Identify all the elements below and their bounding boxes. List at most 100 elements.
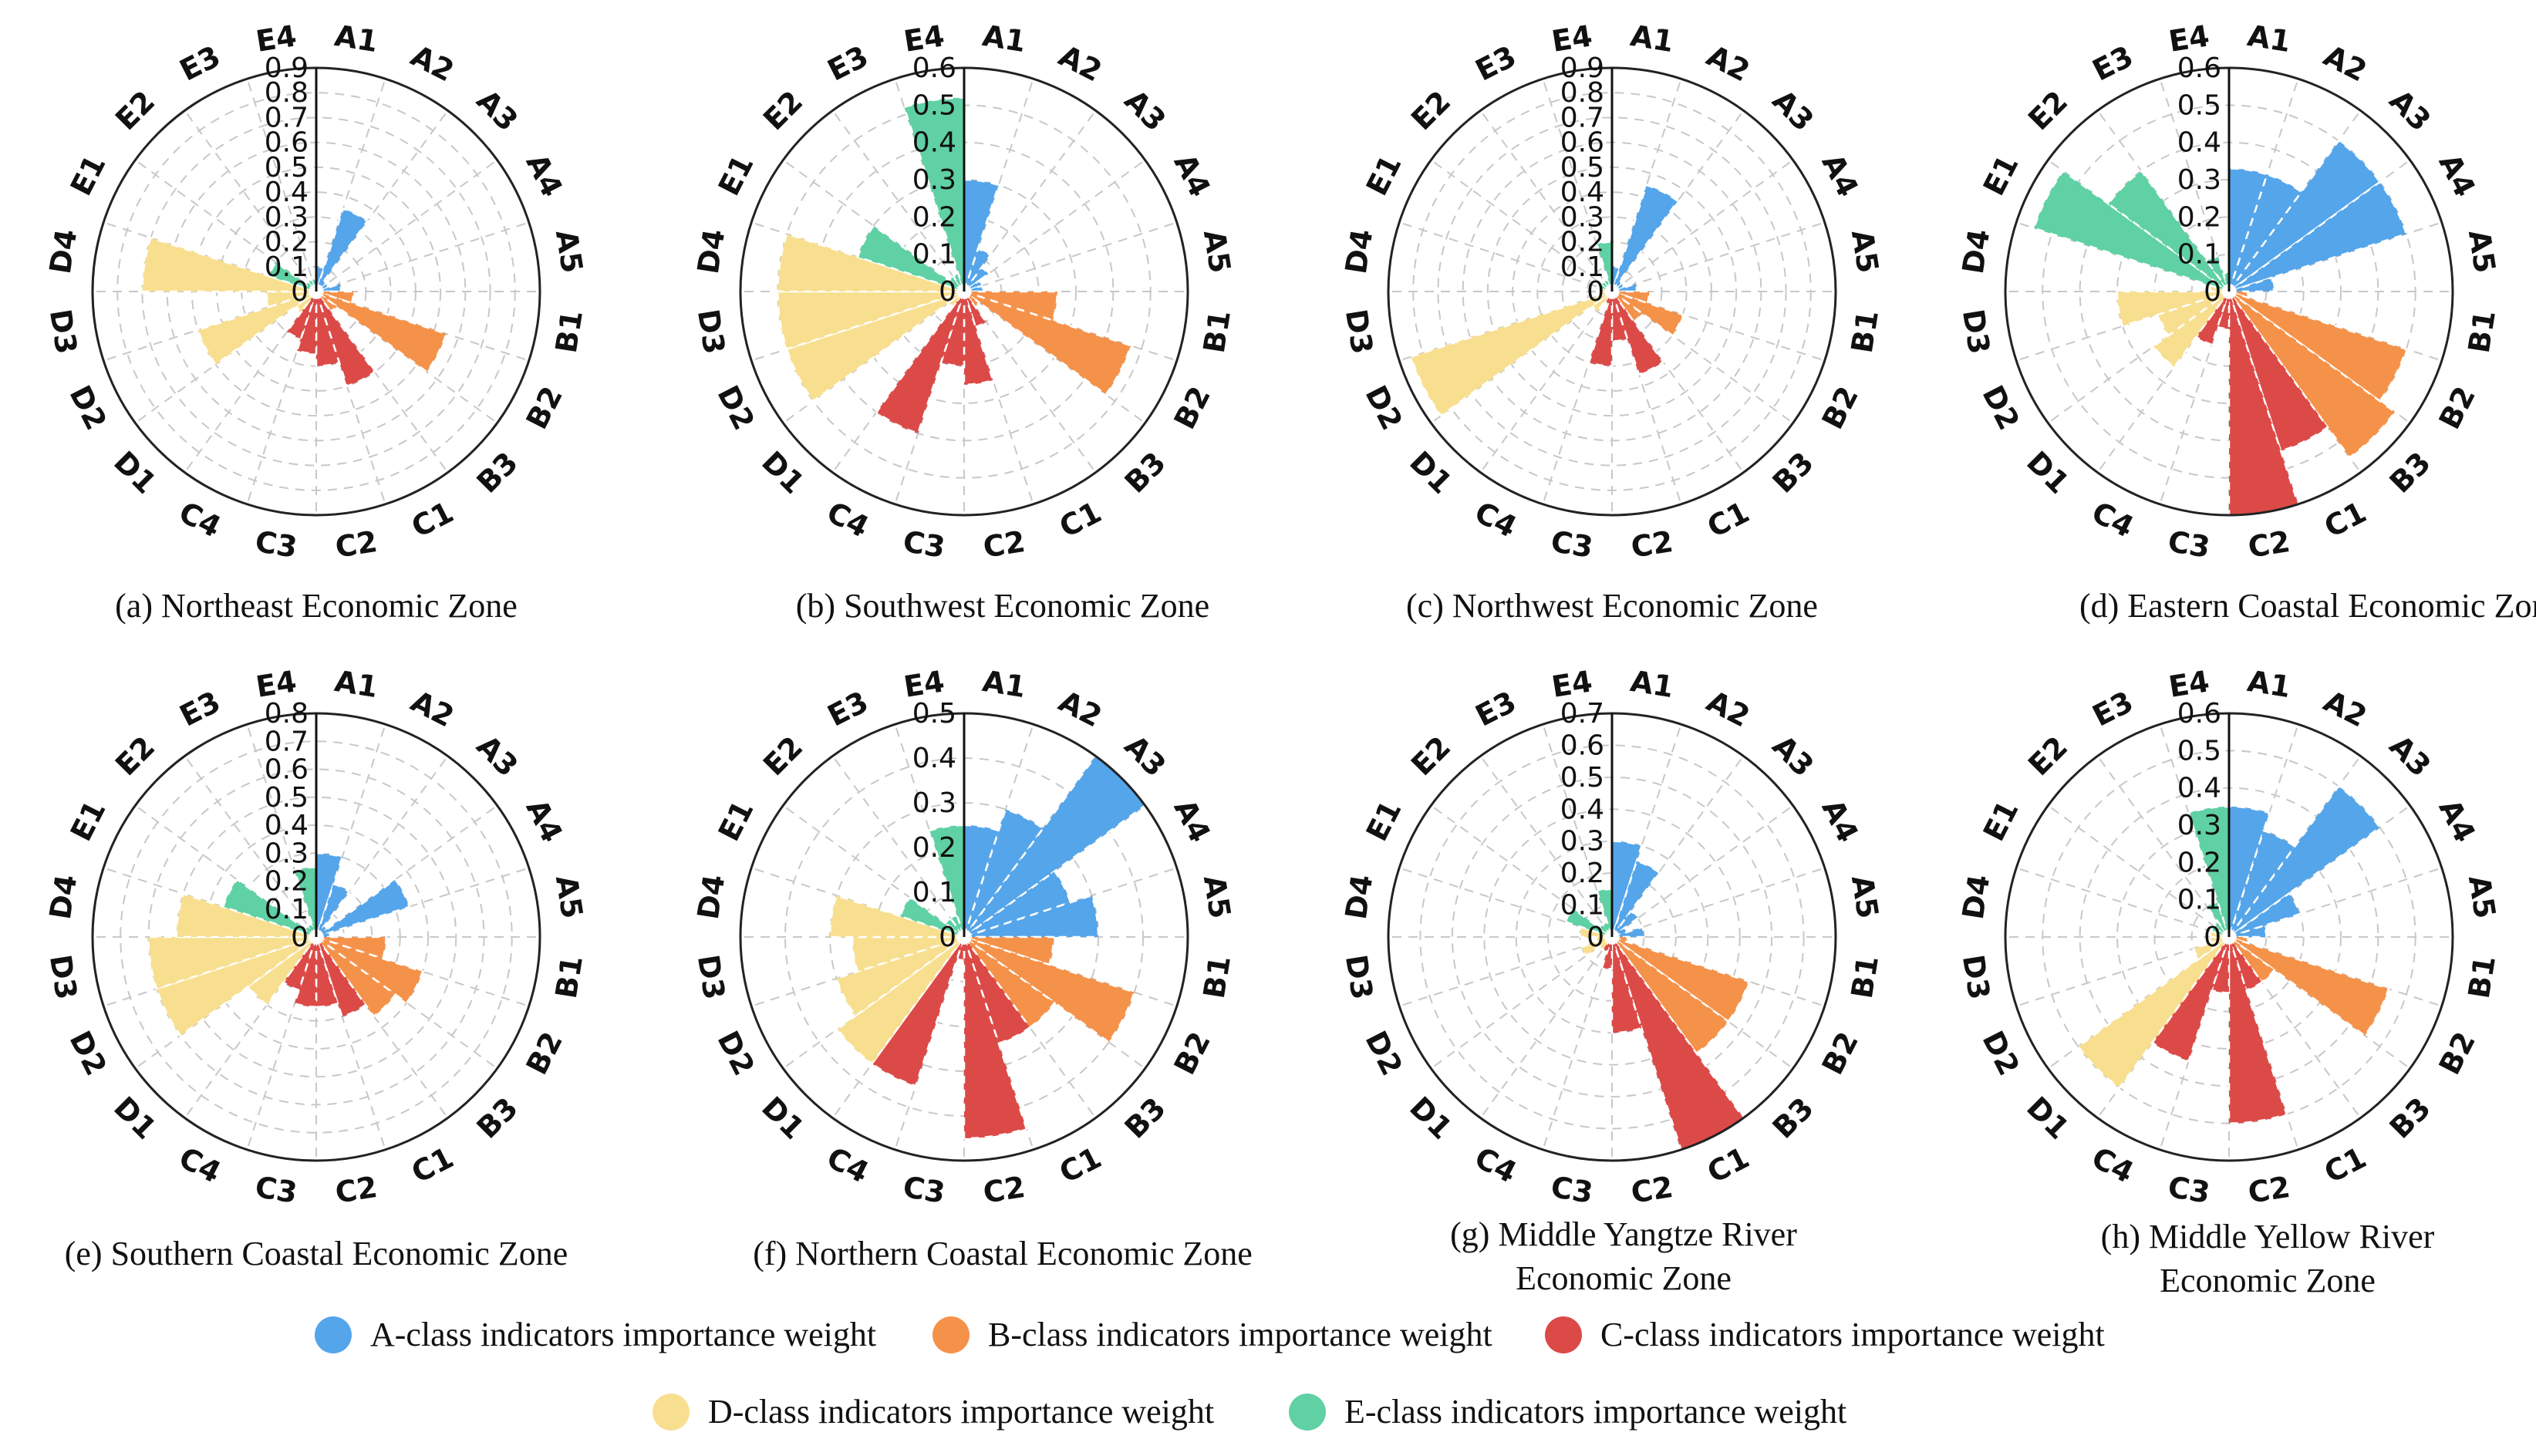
- bar-a5: [2228, 924, 2268, 939]
- radial-tick-label: 0.1: [1560, 251, 1604, 283]
- radial-tick-label: 0.2: [912, 832, 956, 864]
- category-label: B2: [520, 1026, 569, 1080]
- category-label: C4: [174, 1141, 226, 1190]
- bar-d3: [2116, 290, 2230, 328]
- grid-spoke: [1430, 936, 1613, 1070]
- bar-e4: [293, 866, 318, 938]
- bar-a1: [1610, 840, 1643, 938]
- category-label: B3: [1766, 446, 1820, 500]
- category-label: A2: [1701, 39, 1755, 89]
- category-label: A2: [2318, 39, 2372, 89]
- bar-b3: [1610, 290, 1644, 323]
- radial-tick-label: 0.3: [912, 164, 956, 196]
- grid-spoke: [315, 936, 498, 1070]
- category-label: D3: [1956, 952, 1997, 1002]
- bar-a3: [2227, 139, 2382, 293]
- category-label: B1: [549, 953, 589, 1001]
- radial-tick-label: 0.2: [265, 866, 309, 898]
- bar-d2: [155, 935, 317, 1037]
- radial-tick-label: 0.7: [1560, 698, 1604, 730]
- radial-tick-label: 0.7: [1560, 102, 1604, 133]
- category-label: A1: [980, 664, 1028, 704]
- category-label: A3: [470, 729, 524, 784]
- category-label: D3: [43, 952, 84, 1002]
- category-label: E2: [1405, 730, 1457, 782]
- radial-tick-label: 0.5: [1560, 762, 1604, 794]
- bar-d3: [147, 935, 317, 990]
- bar-c2: [1610, 936, 1643, 1034]
- bar-d2: [197, 290, 317, 366]
- category-label: D3: [1339, 952, 1380, 1002]
- bar-e4: [928, 824, 966, 938]
- category-label: E3: [2087, 39, 2139, 88]
- category-label: B2: [1816, 1026, 1865, 1080]
- legend-swatch: [1289, 1394, 1326, 1431]
- category-label: D2: [1358, 1026, 1409, 1081]
- grid-spoke: [315, 936, 449, 1119]
- bar-a4: [963, 279, 983, 293]
- category-label: C3: [901, 1170, 948, 1210]
- radial-tick-label: 0.1: [265, 251, 309, 283]
- category-label: E4: [902, 664, 947, 704]
- radial-tick-label: 0.6: [2177, 52, 2221, 84]
- bar-e3: [949, 914, 966, 938]
- chart-caption: Economic Zone: [2160, 1262, 2376, 1299]
- bar-c3: [1587, 291, 1614, 367]
- bar-a2: [2227, 173, 2303, 292]
- chart-caption: (c) Northwest Economic Zone: [1406, 587, 1818, 625]
- bar-a4: [2228, 180, 2408, 293]
- radial-tick-label: 0.1: [912, 239, 956, 271]
- category-label: C2: [1629, 1170, 1676, 1210]
- chart-caption: (b) Southwest Economic Zone: [796, 587, 1209, 625]
- category-label: E2: [1405, 84, 1457, 136]
- radial-tick-label: 0.5: [265, 152, 309, 184]
- radial-tick-label: 0.2: [265, 227, 309, 258]
- category-label: B1: [1197, 308, 1237, 356]
- category-label: C3: [253, 524, 300, 565]
- category-label: A4: [2433, 794, 2483, 848]
- category-label: A1: [332, 19, 380, 59]
- category-label: B1: [2462, 308, 2502, 356]
- bar-e3: [2205, 900, 2231, 938]
- legend: A-class indicators importance weight B-cl…: [315, 1316, 2105, 1431]
- bar-c4: [870, 936, 966, 1087]
- bar-a4: [963, 870, 1072, 939]
- radial-tick-label: 0: [291, 922, 309, 953]
- category-label: C1: [1702, 495, 1755, 544]
- category-label: C1: [1054, 1141, 1107, 1190]
- category-label: B3: [470, 446, 524, 500]
- category-label: A2: [2318, 684, 2372, 734]
- bar-c1: [2227, 291, 2329, 453]
- bar-b2: [315, 290, 448, 373]
- bar-d3: [2209, 935, 2230, 945]
- chart-caption: (a) Northeast Economic Zone: [115, 587, 518, 625]
- category-label: D1: [1403, 1090, 1459, 1146]
- category-label: D2: [62, 1026, 113, 1081]
- category-label: E4: [1550, 664, 1595, 704]
- grid-circle: [1419, 744, 1805, 1130]
- category-label: D1: [2020, 1090, 2076, 1146]
- bar-e2: [2106, 169, 2231, 293]
- category-label: A5: [1197, 873, 1237, 921]
- radial-tick-label: 0.8: [1560, 77, 1604, 109]
- bar-d3: [851, 935, 965, 973]
- bar-c2: [963, 291, 994, 386]
- radial-tick-label: 0.3: [2177, 164, 2221, 196]
- grid-spoke: [963, 291, 1097, 474]
- chart-caption: Economic Zone: [1516, 1259, 1732, 1297]
- category-label: D4: [43, 872, 84, 922]
- legend-swatch: [1545, 1316, 1582, 1353]
- radial-tick-label: 0.3: [265, 201, 309, 233]
- bar-e1: [1565, 907, 1613, 939]
- radial-tick-label: 0.1: [1560, 890, 1604, 922]
- grid-spoke: [2228, 936, 2443, 1007]
- category-label: E4: [902, 19, 947, 59]
- chart-panels: 00.10.20.30.40.50.60.70.80.9A1 A2A3A4A5B1…: [43, 19, 2536, 1299]
- category-label: E4: [1550, 19, 1595, 59]
- category-label: B3: [2383, 1091, 2437, 1145]
- bar-a2: [963, 807, 1045, 938]
- radial-tick-label: 0.4: [912, 743, 956, 774]
